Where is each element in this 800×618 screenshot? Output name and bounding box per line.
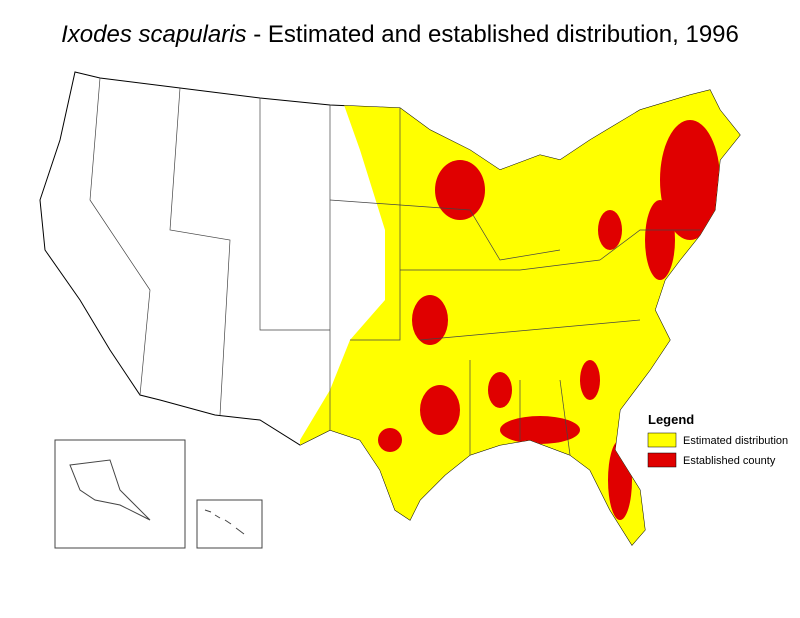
- legend-swatch: [647, 432, 677, 448]
- insets: [54, 439, 263, 549]
- us-map: [39, 71, 741, 546]
- legend: Legend Estimated distribution Established…: [647, 412, 788, 468]
- title-species: Ixodes scapularis: [61, 21, 246, 48]
- title-rest: - Estimated and established distribution…: [247, 21, 739, 48]
- legend-label: Estimated distribution: [683, 435, 788, 447]
- legend-swatch: [647, 452, 677, 468]
- legend-label: Established county: [683, 455, 776, 467]
- legend-title: Legend: [648, 412, 694, 427]
- title: Ixodes scapularis - Estimated and establ…: [61, 21, 739, 48]
